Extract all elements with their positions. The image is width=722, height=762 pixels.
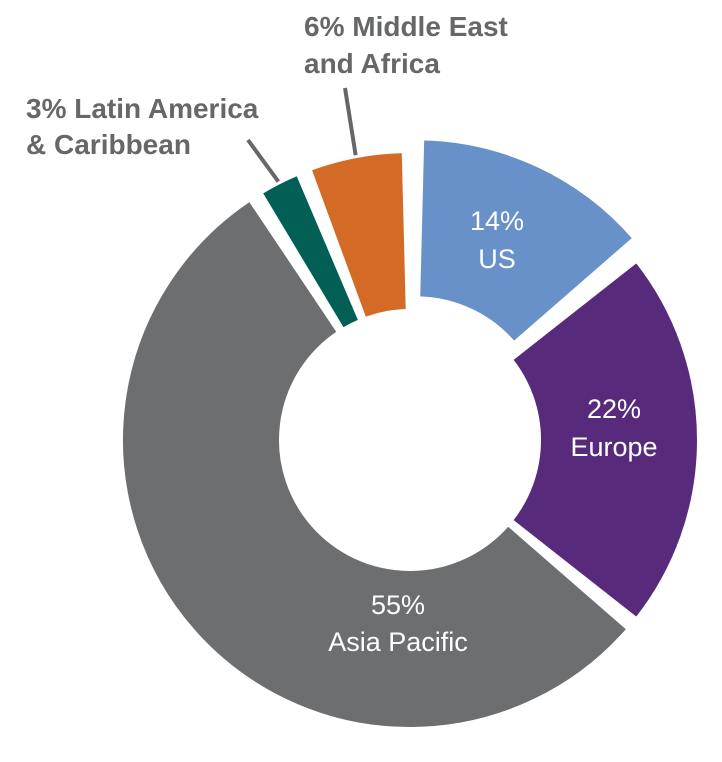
slice-caribbean: [260, 173, 361, 330]
asia-pacific-pct-label: 55%: [371, 590, 425, 620]
latin-america-label-line1: 3% Latin America: [26, 93, 259, 124]
middle-east-label-line1: 6% Middle East: [304, 11, 508, 42]
leader-line-4: [343, 87, 358, 156]
us-name-label: US: [478, 244, 516, 274]
leader-line-3: [246, 138, 280, 183]
slice-us: [418, 138, 635, 344]
leader-lines-group: [246, 87, 358, 183]
latin-america-label-line2: & Caribbean: [26, 129, 191, 160]
slice-asia-pacific: [121, 199, 629, 729]
slice-europe: [510, 260, 699, 620]
europe-name-label: Europe: [570, 432, 657, 462]
middle-east-label-line2: and Africa: [304, 48, 440, 79]
slices-group: [121, 138, 699, 729]
slice-and-africa: [309, 151, 408, 320]
europe-pct-label: 22%: [587, 394, 641, 424]
asia-pacific-name-label: Asia Pacific: [328, 627, 468, 657]
us-pct-label: 14%: [470, 206, 524, 236]
